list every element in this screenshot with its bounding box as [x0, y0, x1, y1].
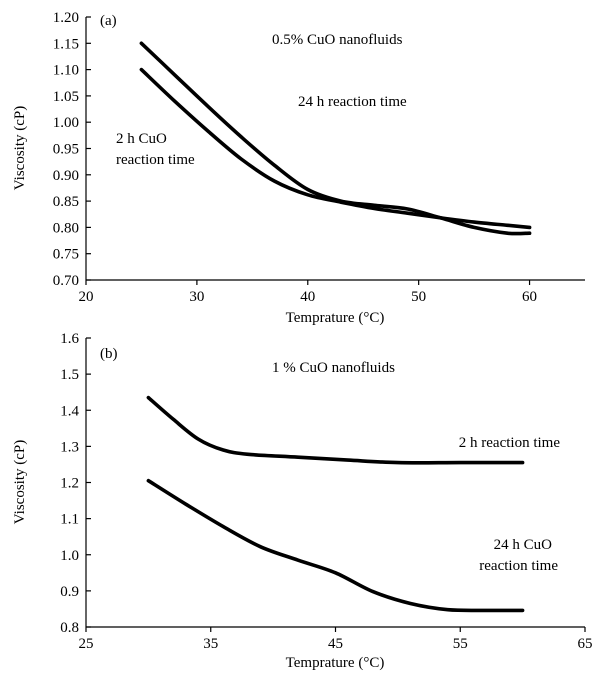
- panel-a-y-tick-label: 1.05: [53, 89, 79, 105]
- panel-b-y-tick-label: 1.1: [60, 512, 79, 528]
- panel-b-x-tick-label: 65: [578, 636, 593, 652]
- panel-b-series-line-2: [146, 478, 525, 613]
- panel-b-x-axis-title: Temprature (°C): [286, 655, 385, 671]
- panel-a-x-tick-label: 50: [411, 289, 426, 305]
- panel-a-annotation: reaction time: [116, 152, 195, 168]
- panel-b-y-axis-title: Viscosity (cP): [12, 440, 28, 525]
- panel-a-y-tick-label: 0.90: [53, 168, 79, 184]
- panel-b-title: 1 % CuO nanofluids: [272, 360, 395, 376]
- panel-b-annotation: reaction time: [479, 558, 558, 574]
- panel-a-series-line-1: [139, 41, 532, 236]
- panel-b-y-tick-label: 0.9: [60, 584, 79, 600]
- panel-a-y-axis-title: Viscosity (cP): [12, 106, 28, 191]
- panel-a-annotation: 24 h reaction time: [298, 94, 407, 110]
- panel-a-series-line-2: [139, 67, 532, 230]
- panel-a-annotation: 2 h CuO: [116, 131, 167, 147]
- panel-b-annotation: 24 h CuO: [494, 537, 553, 553]
- panel-b-series-line-1: [146, 395, 525, 465]
- panel-b-y-tick-label: 1.6: [60, 331, 79, 347]
- panel-a-y-tick-label: 1.15: [53, 36, 79, 52]
- panel-b-x-tick-label: 55: [453, 636, 468, 652]
- panel-a-y-tick-label: 0.85: [53, 194, 79, 210]
- panel-a-y-tick-label: 1.20: [53, 10, 79, 26]
- panel-a-x-tick-label: 40: [300, 289, 315, 305]
- panel-a-label: (a): [100, 13, 117, 29]
- panel-b-x-tick-label: 45: [328, 636, 343, 652]
- panel-a-y-tick-label: 0.80: [53, 220, 79, 236]
- panel-b-label: (b): [100, 346, 118, 362]
- panel-b-x-tick-label: 25: [79, 636, 94, 652]
- panel-a-y-tick-label: 1.00: [53, 115, 79, 131]
- panel-a-y-tick-label: 0.70: [53, 273, 79, 289]
- panel-a-x-axis-title: Temprature (°C): [286, 310, 385, 326]
- panel-b-y-tick-label: 1.3: [60, 439, 79, 455]
- panel-b-y-tick-label: 1.4: [60, 403, 79, 419]
- panel-a-x-tick-label: 20: [79, 289, 94, 305]
- panel-b-y-tick-label: 1.5: [60, 367, 79, 383]
- panel-b-y-tick-label: 1.2: [60, 476, 79, 492]
- panel-a-title: 0.5% CuO nanofluids: [272, 32, 403, 48]
- panel-a-x-tick-label: 30: [189, 289, 204, 305]
- panel-b-y-tick-label: 1.0: [60, 548, 79, 564]
- panel-b-x-tick-label: 35: [203, 636, 218, 652]
- panel-a-x-tick-label: 60: [522, 289, 537, 305]
- panel-a-y-tick-label: 1.10: [53, 63, 79, 79]
- panel-b-annotation: 2 h reaction time: [459, 435, 561, 451]
- panel-a-y-tick-label: 0.75: [53, 247, 79, 263]
- panel-b-y-tick-label: 0.8: [60, 620, 79, 636]
- panel-a-y-tick-label: 0.95: [53, 142, 79, 158]
